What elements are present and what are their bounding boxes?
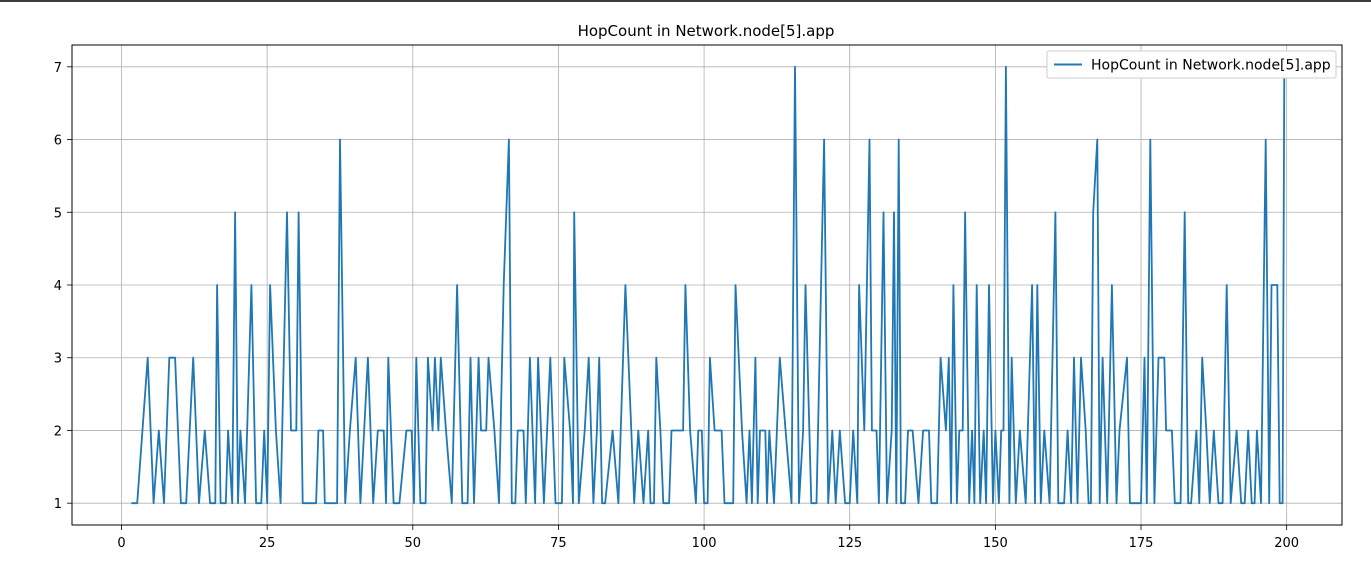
chart-title: HopCount in Network.node[5].app: [578, 22, 835, 40]
ticks: 0 25 50 75 100 125 150 175 200 1 2 3 4 5 6 7: [54, 61, 1299, 551]
x-tick-label: 150: [983, 536, 1008, 551]
x-tick-label: 100: [692, 536, 717, 551]
legend-label: HopCount in Network.node[5].app: [1091, 58, 1331, 74]
series-line: [131, 65, 1286, 505]
y-tick-label: 2: [54, 424, 62, 439]
y-tick-label: 3: [54, 352, 62, 367]
y-tick-label: 7: [54, 61, 62, 76]
x-tick-label: 25: [259, 536, 276, 551]
x-tick-label: 200: [1274, 536, 1299, 551]
x-tick-label: 0: [117, 536, 125, 551]
legend: HopCount in Network.node[5].app: [1046, 50, 1337, 79]
x-tick-label: 75: [550, 536, 567, 551]
legend-box: [1046, 50, 1337, 79]
series-layer: [131, 65, 1286, 505]
y-tick-label: 6: [54, 134, 62, 149]
x-tick-label: 125: [837, 536, 862, 551]
y-tick-label: 1: [54, 497, 62, 512]
y-tick-label: 5: [54, 206, 62, 221]
window-top-border: [0, 0, 1371, 2]
x-tick-label: 50: [405, 536, 422, 551]
x-tick-label: 175: [1129, 536, 1154, 551]
y-tick-label: 4: [54, 279, 62, 294]
